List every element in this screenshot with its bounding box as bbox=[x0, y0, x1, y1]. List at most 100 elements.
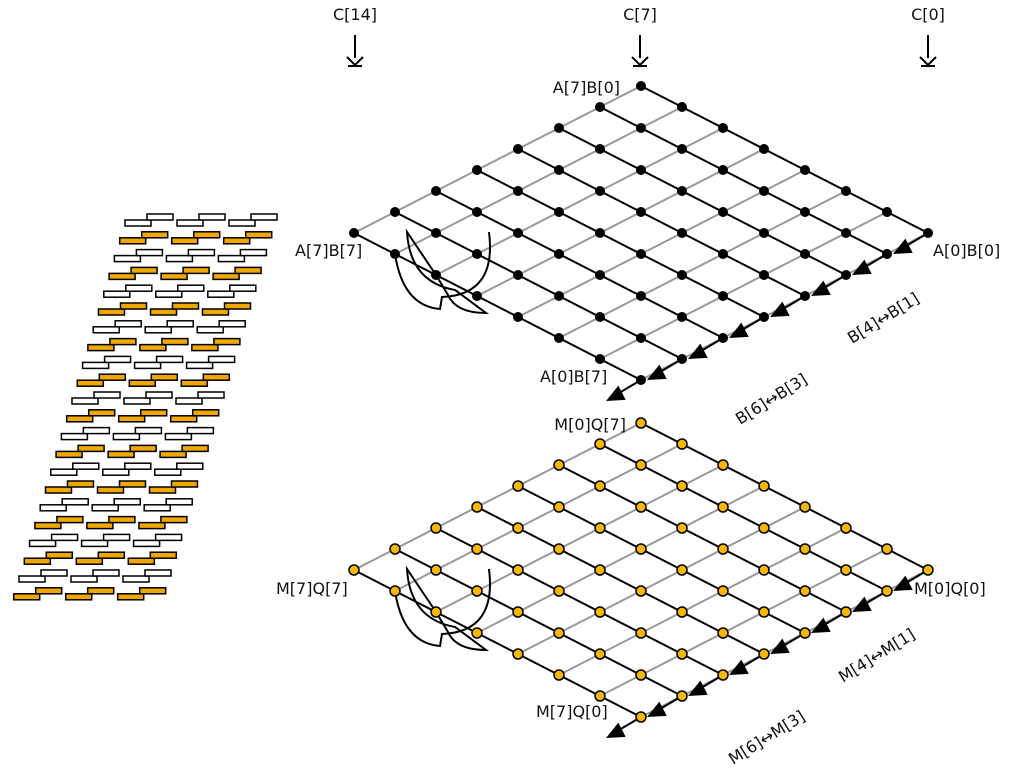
pp-node bbox=[881, 543, 893, 555]
pp-node bbox=[636, 207, 646, 217]
brick bbox=[129, 444, 157, 453]
corner-label-right: M[0]Q[0] bbox=[914, 579, 986, 598]
grid-line-black bbox=[435, 527, 724, 676]
grid-line-gray bbox=[435, 127, 724, 276]
pp-node bbox=[553, 543, 565, 555]
down-arrow-icon bbox=[346, 35, 364, 67]
brick bbox=[229, 284, 257, 292]
pp-node bbox=[554, 123, 564, 133]
corner-label-left: A[7]B[7] bbox=[295, 241, 362, 260]
pp-node bbox=[635, 417, 647, 429]
arrowhead-icon bbox=[729, 659, 749, 675]
pp-node bbox=[677, 228, 687, 238]
pp-node bbox=[717, 459, 729, 471]
pp-node bbox=[390, 249, 400, 259]
pp-node bbox=[717, 501, 729, 513]
brick bbox=[165, 254, 194, 263]
brick bbox=[239, 248, 268, 257]
grid-line-black bbox=[558, 464, 847, 613]
pp-node bbox=[595, 354, 605, 364]
arrowhead-icon bbox=[811, 617, 831, 633]
pp-node bbox=[595, 228, 605, 238]
pp-node bbox=[676, 690, 688, 702]
brick bbox=[138, 587, 167, 595]
brick bbox=[143, 504, 171, 512]
pp-node bbox=[348, 564, 360, 576]
pp-node bbox=[512, 648, 524, 660]
brick bbox=[166, 320, 194, 328]
pp-node bbox=[513, 144, 523, 154]
pp-node bbox=[841, 186, 851, 196]
pp-node bbox=[800, 291, 810, 301]
brick bbox=[61, 498, 89, 506]
pp-node bbox=[430, 564, 442, 576]
grid-line-black bbox=[517, 148, 806, 297]
pp-node bbox=[636, 291, 646, 301]
brick bbox=[128, 379, 157, 387]
brick bbox=[170, 237, 199, 245]
brick bbox=[149, 308, 178, 316]
brick bbox=[250, 213, 278, 221]
brick bbox=[96, 486, 125, 494]
pp-node bbox=[759, 270, 769, 280]
arrowhead-icon bbox=[770, 301, 790, 317]
brick bbox=[181, 444, 209, 453]
column-label-c7: C[7] bbox=[623, 5, 657, 24]
pp-node bbox=[718, 249, 728, 259]
grid-line-black bbox=[599, 443, 888, 592]
brick bbox=[118, 237, 147, 245]
brick bbox=[124, 462, 152, 470]
corner-label-left: M[7]Q[7] bbox=[276, 579, 348, 598]
pp-node bbox=[799, 585, 811, 597]
corner-label-bottom: M[7]Q[0] bbox=[536, 702, 608, 721]
pp-node bbox=[431, 228, 441, 238]
grid-line-gray bbox=[394, 443, 683, 592]
arrowhead-icon bbox=[688, 343, 708, 359]
brick bbox=[146, 213, 174, 221]
corner-label-top: A[7]B[0] bbox=[553, 78, 620, 97]
brick bbox=[228, 219, 256, 227]
brick bbox=[207, 355, 236, 364]
pp-node bbox=[717, 669, 729, 681]
brick bbox=[34, 521, 62, 530]
pp-node bbox=[799, 543, 811, 555]
brick bbox=[86, 587, 115, 595]
grid-line-black bbox=[394, 211, 683, 360]
pp-node bbox=[677, 186, 687, 196]
pp-node bbox=[759, 228, 769, 238]
brick bbox=[80, 539, 109, 548]
pp-node bbox=[882, 249, 892, 259]
grid-line-gray bbox=[599, 211, 888, 360]
swap-bracket-outer bbox=[394, 231, 491, 311]
brick bbox=[201, 308, 230, 316]
brick bbox=[18, 575, 46, 583]
brick bbox=[102, 533, 131, 542]
pp-node bbox=[635, 543, 647, 555]
brick bbox=[140, 231, 169, 239]
brick bbox=[113, 254, 142, 263]
corner-label-top: M[0]Q[7] bbox=[554, 415, 626, 434]
brick bbox=[107, 450, 135, 459]
pp-node bbox=[636, 249, 646, 259]
brick bbox=[91, 504, 119, 512]
brick bbox=[197, 391, 225, 399]
brick bbox=[98, 373, 127, 381]
brick bbox=[148, 486, 177, 494]
brick bbox=[218, 320, 246, 328]
brick bbox=[55, 450, 83, 459]
brick bbox=[196, 326, 224, 334]
brick bbox=[132, 539, 161, 548]
pp-node bbox=[512, 480, 524, 492]
swap-bracket-inner bbox=[405, 565, 490, 652]
pp-node bbox=[635, 669, 647, 681]
grid-line-gray bbox=[476, 148, 765, 297]
brick bbox=[102, 468, 130, 476]
grid-line-gray bbox=[394, 106, 683, 255]
pp-node bbox=[840, 606, 852, 618]
brick bbox=[207, 290, 235, 298]
grid-line-gray bbox=[558, 527, 847, 676]
brick bbox=[70, 575, 98, 583]
pp-node bbox=[472, 207, 482, 217]
brick bbox=[134, 426, 163, 435]
corner-label-right: A[0]B[0] bbox=[933, 241, 1000, 260]
